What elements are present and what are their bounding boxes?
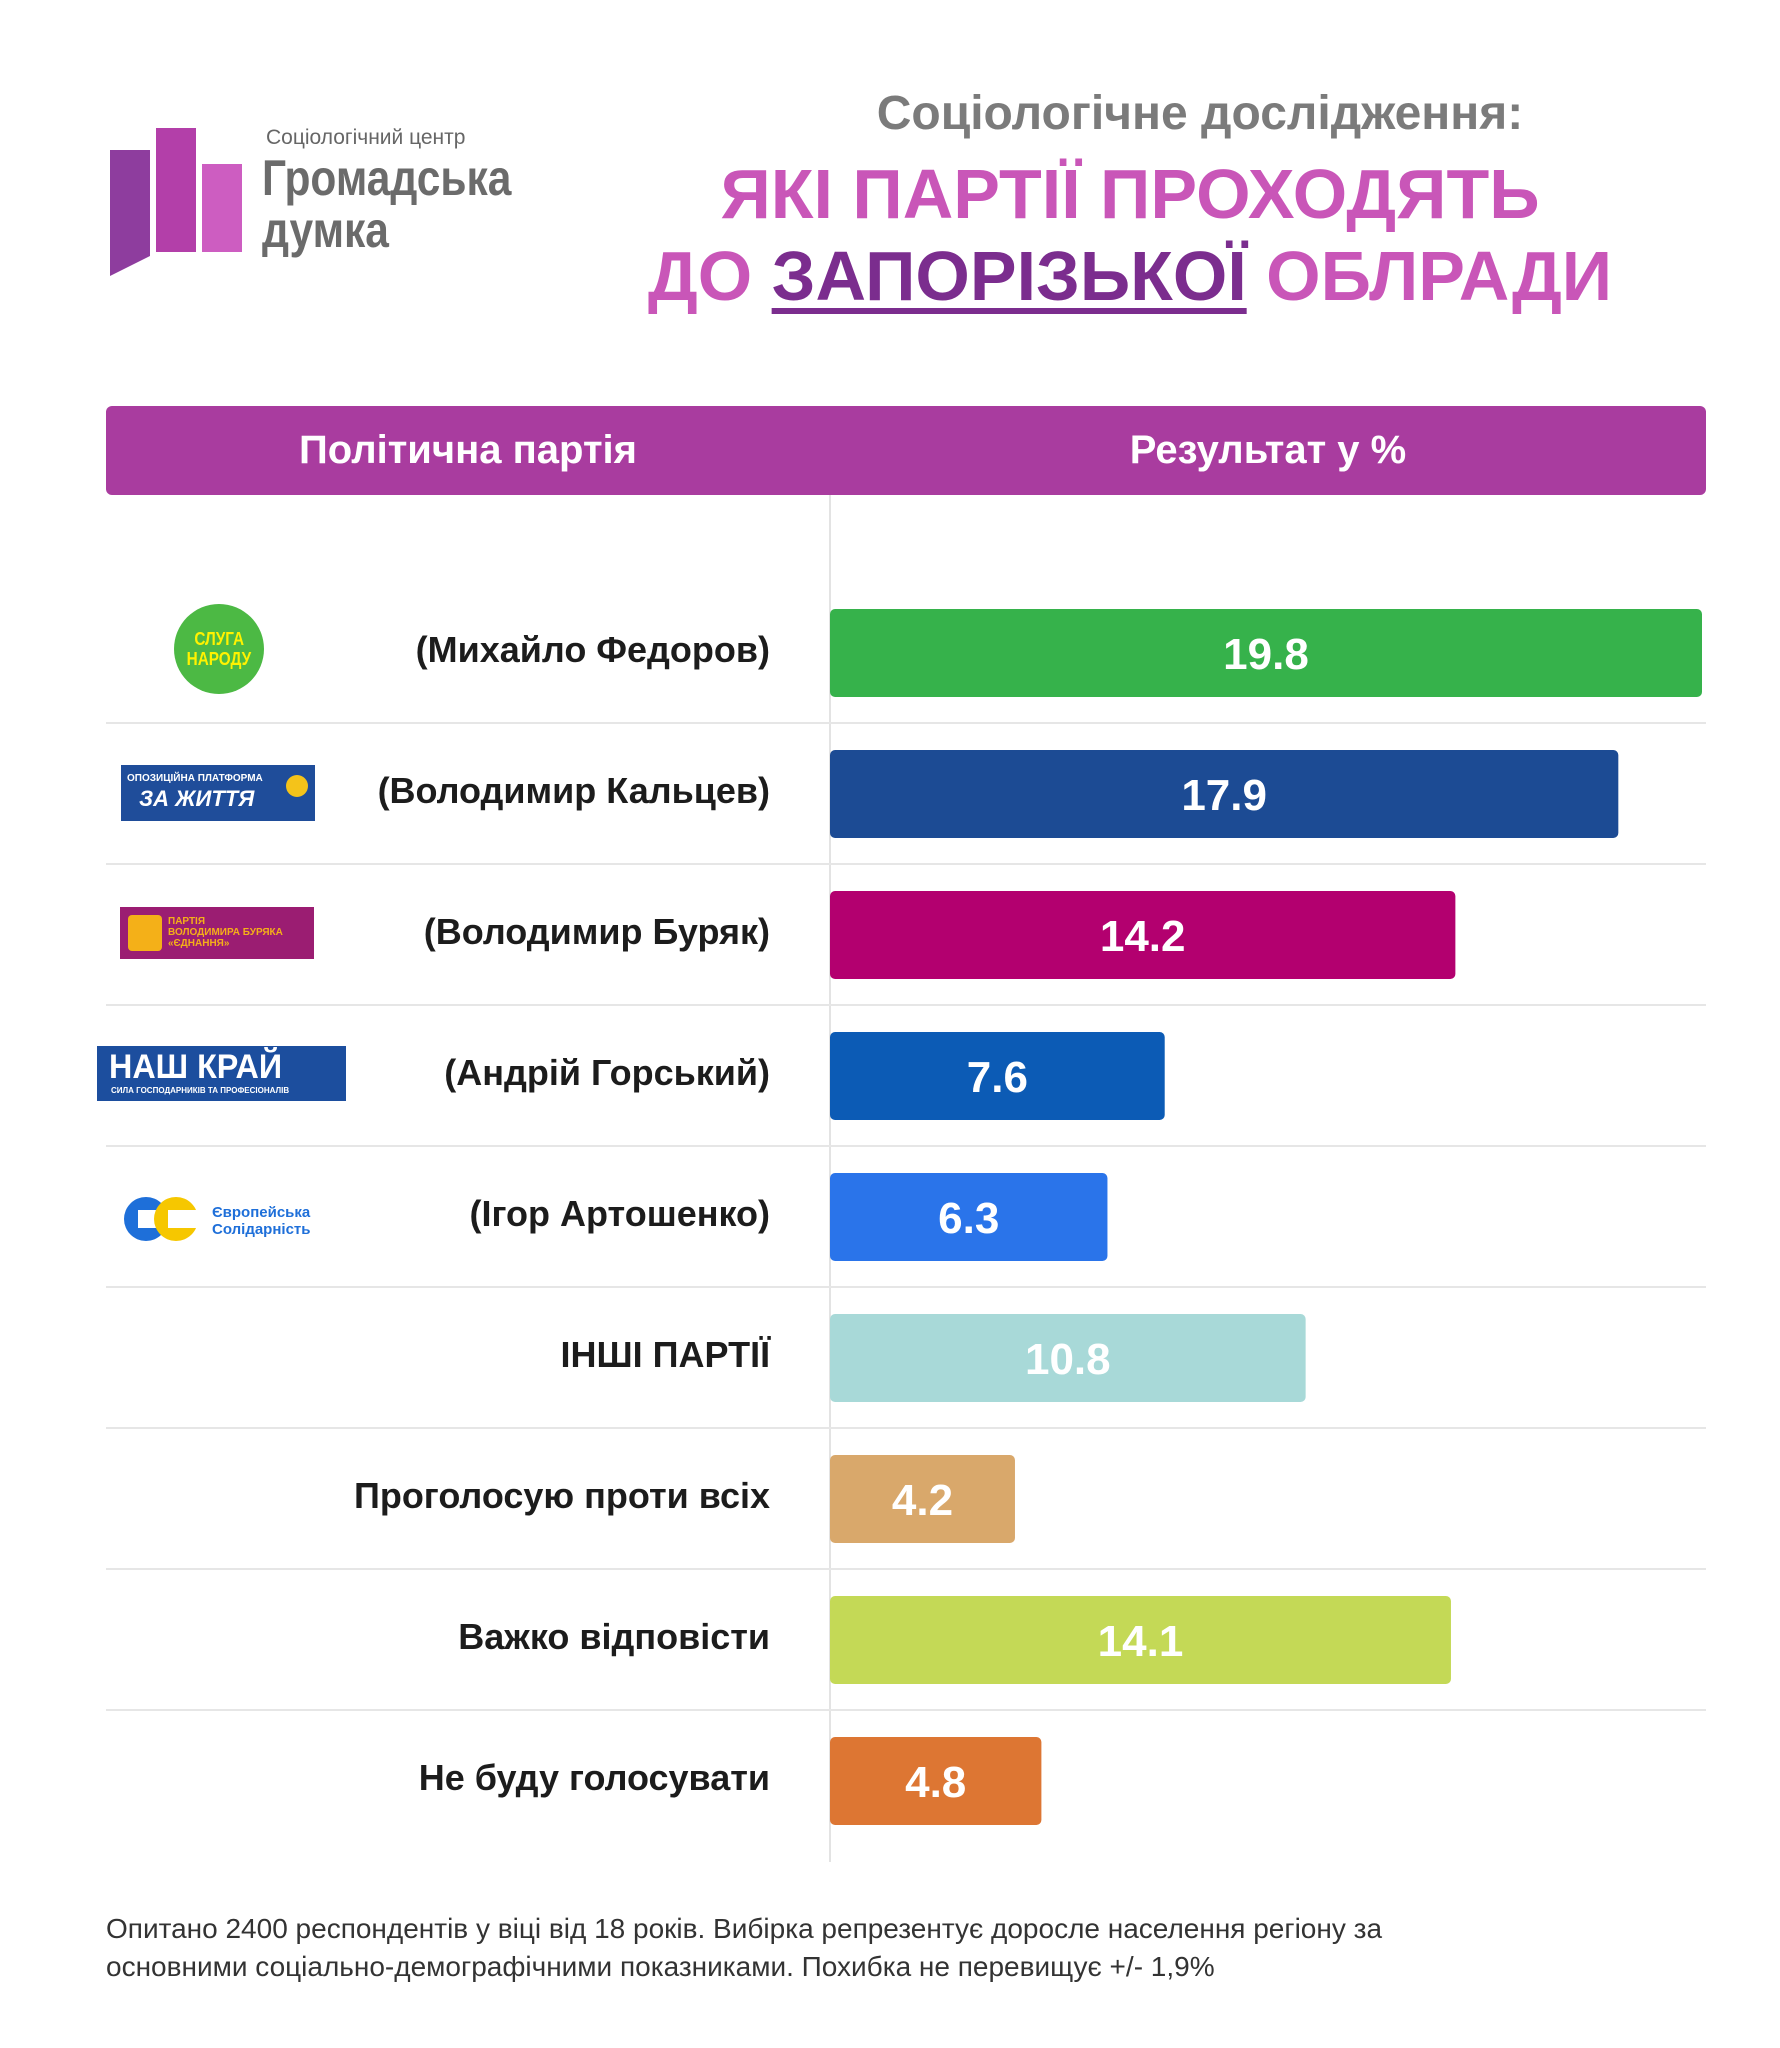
es-line1: Європейська: [212, 1204, 311, 1221]
row-label: (Володимир Буряк): [423, 911, 770, 952]
yed-line1: ПАРТІЯ: [168, 916, 206, 927]
bar: [830, 1596, 1451, 1684]
bar: [830, 1314, 1306, 1402]
es-text: Європейська Солідарність: [212, 1204, 310, 1238]
brand-logo: Соціологічний центр Громадська думка: [108, 126, 528, 286]
brand-name-line2: думка: [262, 202, 389, 258]
es-c-icon: [154, 1197, 198, 1241]
bar-value-label: 4.8: [905, 1758, 966, 1807]
row-label: (Володимир Кальцев): [377, 770, 770, 811]
yed-line3: «ЄДНАННЯ»: [168, 938, 230, 949]
nashkrai-line2: СИЛА ГОСПОДАРНИКІВ ТА ПРОФЕСІОНАЛІВ: [111, 1086, 290, 1095]
bar-value-label: 4.2: [892, 1476, 953, 1525]
row-label: Проголосую проти всіх: [353, 1475, 770, 1516]
title-line3-suffix: ОБЛРАДИ: [1246, 237, 1613, 315]
row-label: Важко відповісти: [458, 1616, 770, 1657]
title-line3: ДО ЗАПОРІЗЬКОЇ ОБЛРАДИ: [540, 236, 1720, 316]
nashkrai-line1: НАШ КРАЙ: [109, 1048, 283, 1086]
brand-name: Громадська думка: [262, 152, 511, 256]
footnote-line1: Опитано 2400 респондентів у віці від 18 …: [106, 1913, 1383, 1944]
row-label: (Михайло Федоров): [415, 629, 770, 670]
brand-subtitle: Соціологічний центр: [266, 126, 466, 149]
bar: [830, 609, 1702, 697]
opzzh-logo-icon: ОПОЗИЦІЙНА ПЛАТФОРМА ЗА ЖИТТЯ: [121, 765, 315, 821]
sluha-line2: НАРОДУ: [186, 649, 252, 669]
title-line1: Соціологічне дослідження:: [876, 87, 1524, 140]
bar: [830, 750, 1619, 838]
yednannya-text: ПАРТІЯ ВОЛОДИМИРА БУРЯКА «ЄДНАННЯ»: [168, 916, 283, 949]
table-header: Політична партія Результат у %: [106, 406, 1706, 495]
opzzh-line2: ЗА ЖИТТЯ: [139, 786, 255, 811]
sluha-line1: СЛУГА: [194, 629, 244, 649]
yed-line2: ВОЛОДИМИРА БУРЯКА: [168, 927, 283, 938]
bar: [830, 1737, 1042, 1825]
opzzh-line1: ОПОЗИЦІЙНА ПЛАТФОРМА: [127, 773, 263, 784]
brand-name-line1: Громадська: [262, 150, 512, 206]
sunflower-icon: [286, 775, 308, 797]
bar-value-label: 14.2: [1100, 912, 1186, 961]
row-label: (Ігор Артошенко): [469, 1193, 770, 1234]
title-line2: ЯКІ ПАРТІЇ ПРОХОДЯТЬ: [720, 155, 1540, 233]
bar-value-label: 10.8: [1025, 1335, 1111, 1384]
header-party: Політична партія: [299, 428, 637, 472]
bar: [830, 891, 1456, 979]
row-label: (Андрій Горський): [444, 1052, 770, 1093]
bar-value-label: 14.1: [1098, 1617, 1184, 1666]
bar-value-label: 19.8: [1223, 630, 1309, 679]
sluha-narodu-logo-icon: СЛУГА НАРОДУ: [174, 604, 264, 694]
footnote-line2: основними соціально-демографічними показ…: [106, 1951, 1215, 1982]
brand-bars-icon: [110, 128, 242, 276]
title-line3-highlight: ЗАПОРІЗЬКОЇ: [771, 237, 1247, 315]
bar-value-label: 6.3: [938, 1194, 999, 1243]
yednannya-logo-icon: ПАРТІЯ ВОЛОДИМИРА БУРЯКА «ЄДНАННЯ»: [120, 907, 314, 959]
bar: [830, 1032, 1165, 1120]
bar-value-label: 17.9: [1181, 771, 1267, 820]
header-result: Результат у %: [1129, 428, 1407, 472]
bar-value-label: 7.6: [967, 1053, 1028, 1102]
es-logo-icon: Європейська Солідарність: [124, 1192, 324, 1246]
footnote: Опитано 2400 респондентів у віці від 18 …: [106, 1910, 1706, 1986]
row-label: Не буду голосувати: [418, 1757, 770, 1798]
bar: [830, 1173, 1108, 1261]
bar: [830, 1455, 1015, 1543]
title-line3-prefix: ДО: [647, 237, 772, 315]
emblem-icon: [128, 915, 162, 951]
row-label: ІНШІ ПАРТІЇ: [560, 1334, 770, 1375]
nash-krai-logo-icon: НАШ КРАЙ СИЛА ГОСПОДАРНИКІВ ТА ПРОФЕСІОН…: [97, 1046, 346, 1101]
es-line2: Солідарність: [212, 1221, 311, 1238]
